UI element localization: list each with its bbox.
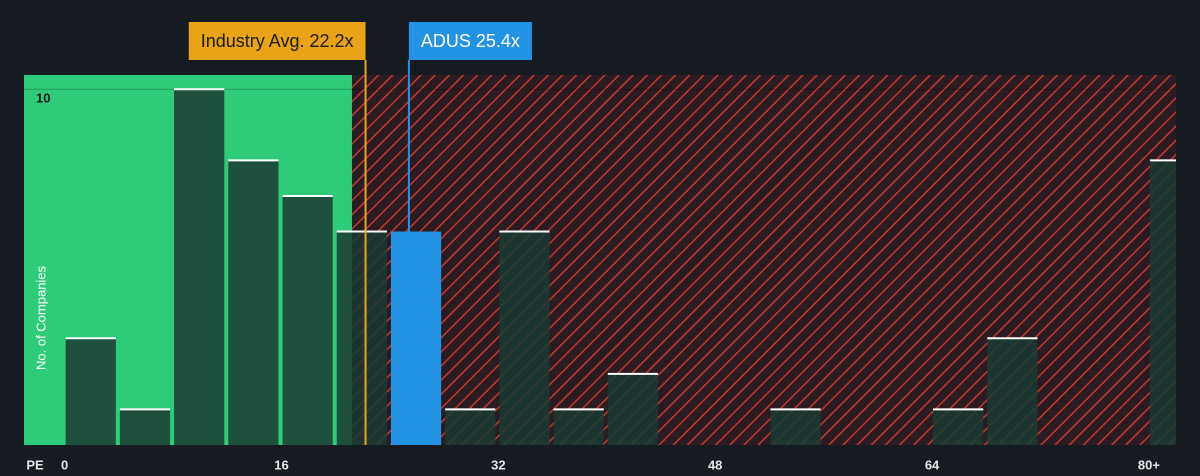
x-tick-label: 48 xyxy=(708,457,722,472)
x-tick-label: 0 xyxy=(61,457,68,472)
x-axis-label: PE xyxy=(26,457,44,472)
bar xyxy=(174,89,225,445)
bar xyxy=(770,409,821,445)
annotation: Industry Avg. 22.2x xyxy=(188,22,366,60)
annotation-label: ADUS 25.4x xyxy=(421,31,520,51)
annotation-box xyxy=(408,22,532,60)
bar xyxy=(65,338,116,445)
annotation-label: Industry Avg. 22.2x xyxy=(201,31,354,51)
bar xyxy=(1149,160,1176,445)
bar xyxy=(987,338,1038,445)
x-tick-label: 80+ xyxy=(1138,457,1160,472)
bar xyxy=(119,409,171,445)
bar xyxy=(607,373,658,445)
bar xyxy=(390,231,442,445)
bar xyxy=(445,409,496,445)
bar xyxy=(499,231,550,445)
bar xyxy=(553,409,604,445)
annotation-box xyxy=(188,22,366,60)
x-tick-label: 64 xyxy=(925,457,940,472)
x-tick-label: 32 xyxy=(491,457,505,472)
bar xyxy=(228,160,279,445)
y-axis-label: No. of Companies xyxy=(33,265,48,370)
annotation: ADUS 25.4x xyxy=(408,22,532,60)
x-tick-label: 16 xyxy=(274,457,288,472)
overvalued-region xyxy=(351,75,1176,445)
bar xyxy=(933,409,984,445)
bar xyxy=(282,195,333,445)
bar xyxy=(336,231,387,445)
y-tick-label: 10 xyxy=(36,91,50,106)
